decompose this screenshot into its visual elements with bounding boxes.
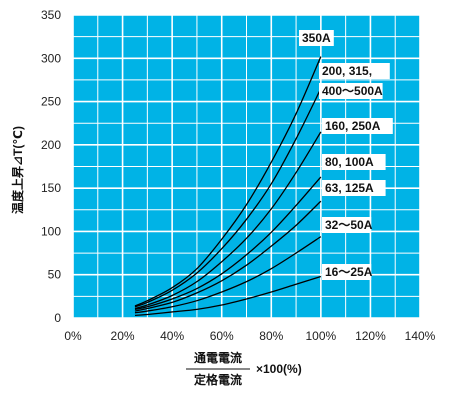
x-label-numerator: 通電電流 [194, 350, 242, 365]
series-label-bg [322, 217, 372, 233]
series-label: 16〜25A [325, 265, 373, 279]
y-tick-label: 250 [41, 95, 61, 109]
series-line [134, 56, 322, 307]
series-label-bg [322, 118, 393, 134]
series-line [134, 176, 322, 310]
x-axis-label: 通電電流 定格電流 ×100(%) [186, 350, 302, 387]
y-tick-label: 350 [41, 8, 61, 22]
x-tick-label: 60% [210, 329, 234, 343]
y-tick-label: 150 [41, 181, 61, 195]
y-tick-label: 100 [41, 224, 61, 238]
x-tick-label: 0% [64, 329, 82, 343]
series-label-bg [319, 83, 383, 99]
x-tick-label: 120% [355, 329, 386, 343]
x-tick-label: 40% [160, 329, 184, 343]
y-tick-label: 300 [41, 51, 61, 65]
series-label-bg [322, 264, 372, 280]
series-label-bg [322, 154, 386, 170]
x-label-denominator: 定格電流 [194, 372, 242, 387]
series-label-bg [322, 180, 386, 196]
series-labels: 350A 200, 315, 400〜500A 160, 250A 80, 100A 63… [299, 30, 393, 280]
series-label: 160, 250A [325, 119, 381, 133]
y-tick-label: 0 [54, 311, 61, 325]
series-line [134, 131, 322, 310]
x-label-suffix: ×100(%) [256, 362, 302, 376]
series-line [134, 236, 322, 314]
series-label: 63, 125A [325, 181, 374, 195]
x-tick-label: 140% [405, 329, 436, 343]
series-label-bg [319, 63, 390, 79]
series-label: 80, 100A [325, 155, 374, 169]
series-label: 32〜50A [325, 218, 373, 232]
series-label: 200, 315, [322, 64, 372, 78]
series-line [134, 275, 322, 317]
series-line [134, 200, 322, 312]
y-axis-label: 温度上昇⊿T(℃) [10, 126, 25, 214]
series-lines [134, 56, 322, 317]
series-label: 400〜500A [322, 84, 383, 98]
series-label: 350A [302, 31, 331, 45]
y-tick-label: 200 [41, 138, 61, 152]
y-tick-label: 50 [48, 268, 62, 282]
x-tick-labels: 0% 20% 40% 60% 80% 100% 120% 140% [64, 329, 435, 343]
series-label-bg [299, 30, 334, 46]
x-tick-label: 20% [111, 329, 135, 343]
series-line [134, 88, 322, 308]
y-tick-labels: 0 50 100 150 200 250 300 350 [41, 8, 61, 325]
x-tick-label: 100% [306, 329, 337, 343]
x-tick-label: 80% [259, 329, 283, 343]
